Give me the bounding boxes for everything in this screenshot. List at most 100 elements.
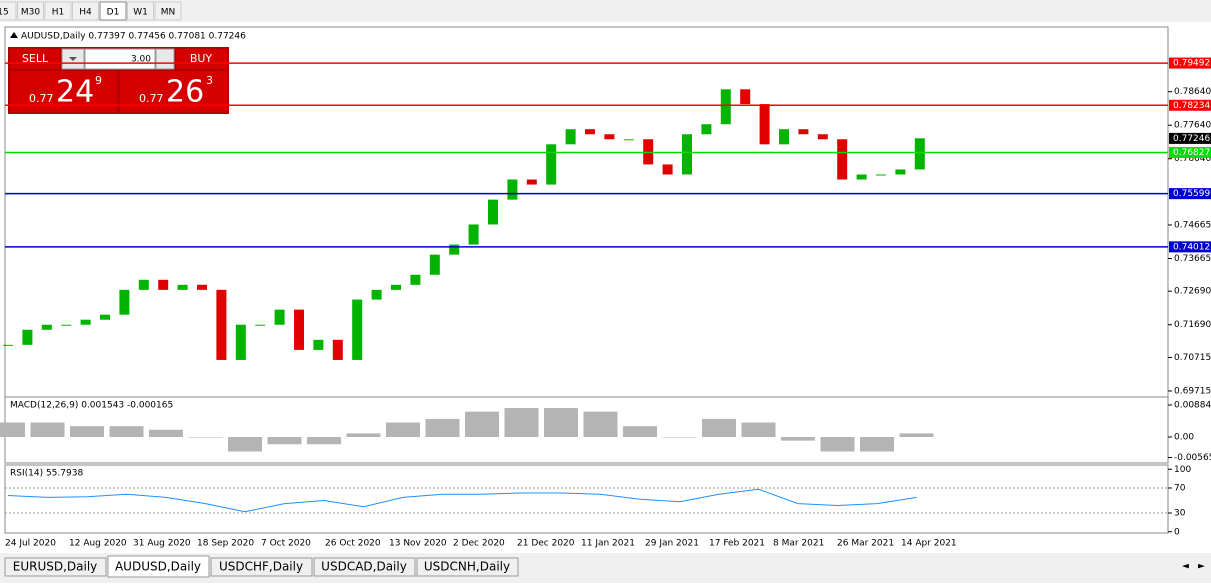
y-tick-label: 0.69715: [1174, 386, 1211, 396]
level-label: 0.76827: [1173, 148, 1210, 158]
macd-bar: [820, 437, 855, 452]
y-tick-label: 0.00884: [1174, 401, 1211, 411]
x-tick-label: 18 Sep 2020: [197, 539, 254, 549]
candle: [876, 174, 886, 176]
symbol-tab[interactable]: [107, 555, 210, 578]
symbol-tab-label: USDCNH,Daily: [424, 560, 510, 574]
macd-bar: [0, 422, 25, 438]
lots-input[interactable]: [84, 48, 156, 70]
x-tick-label: 14 Apr 2021: [901, 539, 957, 549]
timeframe-label: MN: [161, 8, 176, 18]
candle: [177, 284, 188, 290]
candle: [3, 344, 13, 346]
x-tick-label: 26 Mar 2021: [837, 539, 894, 549]
macd-bar: [504, 408, 539, 438]
macd-label: MACD(12,26,9) 0.001543 -0.000165: [10, 401, 173, 411]
timeframe-button[interactable]: [17, 1, 44, 21]
symbol-tab-label: EURUSD,Daily: [13, 560, 98, 574]
level-label-box: [1169, 57, 1211, 69]
y-tick-label: 70: [1174, 484, 1186, 494]
candle: [80, 319, 91, 325]
timeframe-button[interactable]: [72, 1, 99, 21]
y-tick-label: 0.73665: [1174, 254, 1211, 264]
chart-header: AUDUSD,Daily 0.77397 0.77456 0.77081 0.7…: [21, 32, 246, 42]
timeframe-button[interactable]: [0, 1, 17, 21]
candle: [701, 124, 712, 135]
symbol-tab[interactable]: [210, 557, 313, 577]
symbol-tab[interactable]: [4, 557, 107, 577]
symbol-tab-label: USDCHF,Daily: [219, 560, 303, 574]
buy-price-pips: 26: [166, 75, 204, 110]
candle: [682, 134, 692, 175]
sell-price-pips: 24: [56, 75, 94, 110]
timeframe-button[interactable]: [127, 1, 154, 21]
sell-label: SELL: [22, 52, 49, 65]
x-tick-label: 2 Dec 2020: [453, 539, 505, 549]
lots-spin[interactable]: [155, 48, 175, 70]
sell-price-prefix: 0.77: [29, 92, 54, 105]
symbol-tab[interactable]: [313, 557, 416, 577]
candle: [371, 289, 382, 300]
candle: [488, 199, 498, 225]
y-tick-label: 0.76640: [1174, 154, 1211, 164]
timeframe-button[interactable]: [44, 1, 72, 21]
timeframe-button[interactable]: [99, 1, 127, 21]
y-tick-label: 0.70715: [1174, 353, 1211, 363]
timeframe-label: H4: [79, 8, 92, 18]
candle: [856, 174, 867, 180]
y-tick-label: 0.74665: [1174, 220, 1211, 230]
candle: [197, 284, 207, 290]
candle: [604, 134, 615, 140]
macd-bar: [425, 418, 460, 438]
timeframe-label: H1: [52, 8, 65, 18]
rsi-line: [7, 488, 917, 513]
macd-bar: [544, 408, 578, 438]
macd-bar: [30, 422, 65, 438]
candle: [468, 224, 479, 245]
candle: [914, 138, 925, 170]
candle: [255, 324, 266, 326]
toolbar: [0, 0, 1211, 22]
x-tick-label: 7 Oct 2020: [261, 539, 311, 549]
timeframe-button[interactable]: [154, 1, 182, 21]
macd-bar: [228, 437, 262, 452]
sell-price-fraction: 9: [95, 74, 102, 87]
level-label-box: [1169, 99, 1211, 111]
buy-price-fraction: 3: [206, 74, 213, 87]
timeframe-label: M30: [21, 8, 40, 18]
x-tick-label: 26 Oct 2020: [325, 539, 381, 549]
candle: [798, 129, 809, 135]
candle: [817, 134, 828, 140]
y-tick-label: 100: [1174, 465, 1191, 475]
candle: [332, 339, 343, 360]
candle: [216, 289, 227, 360]
buy-button[interactable]: [176, 49, 227, 69]
timeframe-label: W1: [133, 8, 148, 18]
level-label: 0.78234: [1173, 101, 1210, 111]
x-tick-label: 11 Jan 2021: [581, 539, 635, 549]
rsi-label: RSI(14) 55.7938: [10, 469, 83, 479]
level-label-box: [1169, 146, 1211, 158]
x-tick-label: 29 Jan 2021: [645, 539, 699, 549]
y-tick-label: -0.005651: [1174, 453, 1211, 463]
candle: [526, 179, 537, 185]
scroll-left[interactable]: ◄: [1182, 562, 1189, 572]
x-tick-label: 8 Mar 2021: [773, 539, 824, 549]
sell-button[interactable]: [10, 49, 60, 69]
collapse-icon: [10, 32, 18, 38]
timeframe-label: D1: [107, 8, 120, 18]
symbol-tab[interactable]: [416, 557, 519, 577]
buy-price-prefix: 0.77: [139, 92, 164, 105]
candle: [507, 179, 518, 200]
x-tick-label: 31 Aug 2020: [133, 539, 191, 549]
macd-bar: [702, 418, 736, 438]
macd-bar: [149, 429, 183, 438]
level-label-box: [1169, 188, 1211, 200]
current-price-box: [1169, 132, 1211, 144]
candle: [429, 254, 440, 275]
candle: [235, 324, 246, 360]
level-label: 0.79492: [1173, 59, 1210, 69]
scroll-right[interactable]: ►: [1198, 562, 1205, 572]
